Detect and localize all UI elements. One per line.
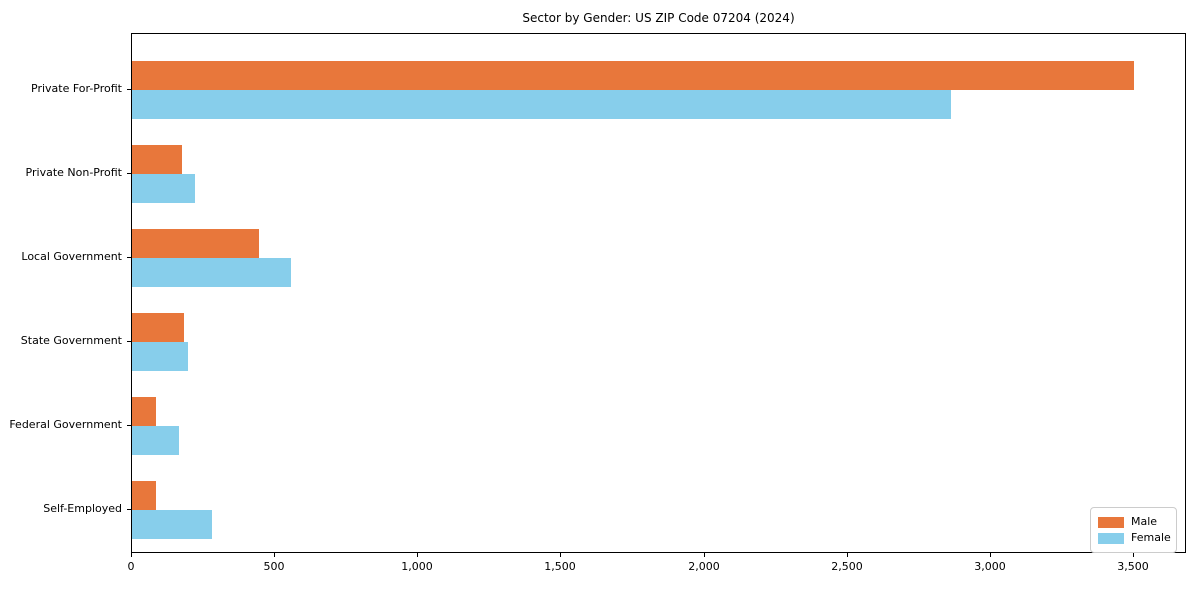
ytick-mark-federal-government: [127, 425, 131, 426]
ytick-label-private-for-profit: Private For-Profit: [31, 82, 122, 95]
xtick-mark-3000: [990, 553, 991, 557]
bar-male-state-government: [132, 313, 184, 342]
bar-female-local-government: [132, 258, 291, 287]
bar-female-federal-government: [132, 426, 179, 455]
bar-female-private-for-profit: [132, 90, 951, 119]
ytick-mark-private-non-profit: [127, 173, 131, 174]
legend: Male Female: [1090, 507, 1177, 553]
ytick-mark-state-government: [127, 341, 131, 342]
legend-label-female: Female: [1131, 531, 1171, 544]
bar-female-state-government: [132, 342, 188, 371]
xtick-mark-3500: [1133, 553, 1134, 557]
xtick-mark-2000: [704, 553, 705, 557]
xtick-label-3000: 3,000: [974, 560, 1006, 573]
xtick-mark-500: [274, 553, 275, 557]
bar-male-local-government: [132, 229, 259, 258]
xtick-label-500: 500: [263, 560, 285, 573]
ytick-label-private-non-profit: Private Non-Profit: [25, 166, 122, 179]
ytick-label-self-employed: Self-Employed: [43, 502, 122, 515]
legend-swatch-female: [1098, 532, 1124, 544]
xtick-label-1500: 1,500: [544, 560, 576, 573]
bar-male-federal-government: [132, 397, 156, 426]
ytick-label-local-government: Local Government: [21, 250, 122, 263]
ytick-mark-local-government: [127, 257, 131, 258]
xtick-mark-2500: [847, 553, 848, 557]
ytick-mark-self-employed: [127, 509, 131, 510]
legend-swatch-male: [1098, 516, 1124, 528]
legend-item-male: Male: [1098, 516, 1169, 528]
xtick-label-1000: 1,000: [401, 560, 433, 573]
bar-female-private-non-profit: [132, 174, 195, 203]
bar-female-self-employed: [132, 510, 212, 539]
xtick-label-2000: 2,000: [688, 560, 720, 573]
bar-male-private-non-profit: [132, 145, 182, 174]
xtick-mark-0: [131, 553, 132, 557]
ytick-label-federal-government: Federal Government: [9, 418, 122, 431]
legend-item-female: Female: [1098, 531, 1171, 544]
xtick-label-2500: 2,500: [831, 560, 863, 573]
xtick-label-0: 0: [127, 560, 135, 573]
xtick-label-3500: 3,500: [1117, 560, 1149, 573]
xtick-mark-1500: [560, 553, 561, 557]
legend-label-male: Male: [1131, 515, 1158, 528]
ytick-mark-private-for-profit: [127, 89, 131, 90]
chart-title: Sector by Gender: US ZIP Code 07204 (202…: [522, 11, 795, 25]
plot-area: [131, 33, 1186, 553]
xtick-mark-1000: [417, 553, 418, 557]
bar-male-private-for-profit: [132, 61, 1134, 90]
ytick-label-state-government: State Government: [20, 334, 122, 347]
bar-male-self-employed: [132, 481, 156, 510]
